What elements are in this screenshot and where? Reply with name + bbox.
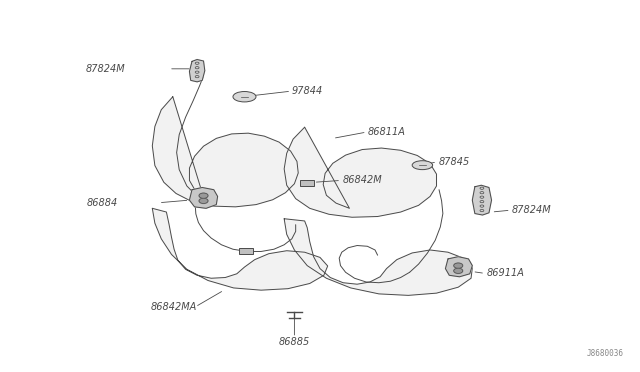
Text: 87824M: 87824M: [512, 205, 552, 215]
Text: 86911A: 86911A: [486, 269, 524, 278]
Text: 86842M: 86842M: [342, 176, 382, 185]
FancyBboxPatch shape: [300, 180, 314, 186]
Text: 87845: 87845: [438, 157, 470, 167]
Polygon shape: [152, 97, 298, 207]
Polygon shape: [152, 208, 328, 290]
Text: 86811A: 86811A: [368, 127, 406, 137]
Ellipse shape: [233, 92, 256, 102]
Ellipse shape: [412, 161, 433, 170]
Polygon shape: [189, 187, 218, 208]
Polygon shape: [189, 60, 205, 82]
Polygon shape: [284, 127, 436, 217]
Text: 86885: 86885: [279, 337, 310, 347]
Circle shape: [199, 198, 208, 203]
Polygon shape: [445, 257, 472, 277]
Polygon shape: [472, 185, 492, 215]
Circle shape: [454, 268, 463, 273]
Circle shape: [454, 263, 463, 268]
Text: 87824M: 87824M: [85, 64, 125, 74]
Text: 86842MA: 86842MA: [150, 302, 196, 312]
FancyBboxPatch shape: [239, 248, 253, 254]
Polygon shape: [284, 219, 472, 295]
Text: 86884: 86884: [87, 198, 118, 208]
Text: 97844: 97844: [291, 86, 323, 96]
Circle shape: [199, 193, 208, 198]
Text: J8680036: J8680036: [587, 349, 624, 358]
